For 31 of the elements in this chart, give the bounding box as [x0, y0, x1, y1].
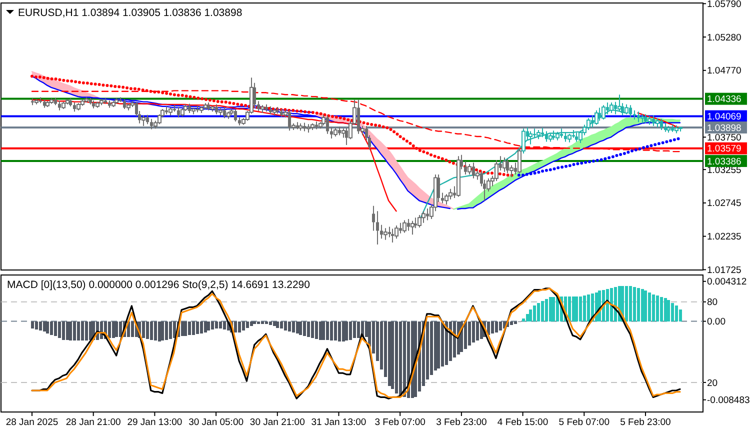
chart-title: EURUSD,H1 1.03894 1.03905 1.03836 1.03898: [18, 7, 242, 19]
y-tick-label: 0.004312: [707, 276, 747, 288]
ref-line-label: 1.03579: [707, 144, 742, 155]
y-tick-label: 1.05790: [707, 0, 742, 10]
y-tick-label: 1.04770: [707, 66, 742, 77]
x-tick-label: 30 Jan 21:00: [250, 417, 305, 428]
y2-tick-label: 20: [707, 378, 718, 389]
y-tick-label: 1.03750: [707, 132, 742, 144]
y-tick-label: 1.05280: [707, 32, 742, 44]
x-tick-label: 29 Jan 13:00: [127, 417, 182, 428]
ref-line-label: 1.03898: [707, 122, 742, 134]
x-tick-label: 28 Jan 21:00: [66, 417, 121, 428]
y2-tick-label: 80: [707, 297, 718, 308]
x-tick-label: 3 Feb 23:00: [436, 417, 487, 428]
ref-line-label: 1.04336: [707, 94, 742, 106]
x-tick-label: 31 Jan 13:00: [311, 417, 366, 428]
y-tick-label: 1.01725: [707, 265, 742, 276]
x-tick-label: 5 Feb 23:00: [620, 417, 671, 428]
x-tick-label: 3 Feb 07:00: [374, 417, 426, 428]
x-tick-label: 28 Jan 2025: [6, 417, 58, 428]
x-tick-label: 4 Feb 15:00: [497, 417, 548, 428]
chart-title: MACD [0](13,50) 0.000000 0.001296 Sto(9,2,5) 14.6691 13.2290: [7, 279, 310, 291]
y-tick-label: 1.02745: [707, 198, 742, 210]
y-tick-label: -0.008483: [707, 395, 750, 406]
x-tick-label: 30 Jan 05:00: [188, 417, 244, 428]
x-tick-label: 5 Feb 07:00: [558, 417, 610, 428]
y-tick-label: 1.02235: [707, 232, 742, 243]
y-tick-label: 1.03255: [707, 164, 742, 176]
ref-line-label: 1.04069: [707, 112, 742, 123]
y-tick-label: 0.00: [707, 316, 726, 328]
ref-line-label: 1.03386: [707, 156, 742, 168]
